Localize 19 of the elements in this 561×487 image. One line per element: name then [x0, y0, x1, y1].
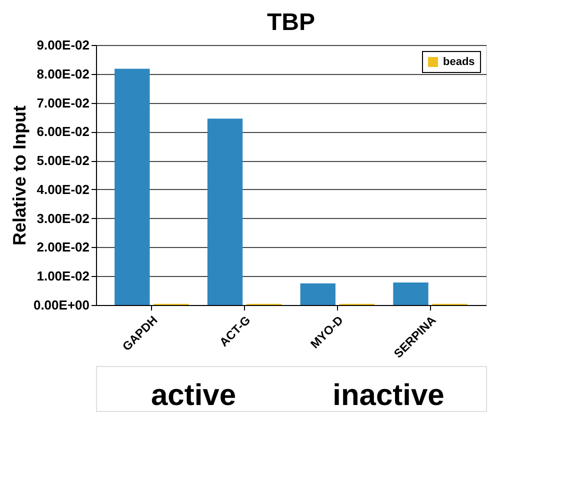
y-tick-label: 8.00E-02	[36, 66, 90, 82]
bar	[114, 68, 150, 305]
chart-title: TBP	[267, 9, 315, 36]
y-tick-label: 9.00E-02	[36, 38, 90, 52]
bar	[393, 282, 428, 305]
bar	[207, 118, 243, 305]
legend-label: beads	[443, 56, 475, 68]
y-tick-label: 5.00E-02	[36, 153, 90, 168]
y-tick-label: 4.00E-02	[36, 182, 90, 197]
text: active	[150, 379, 236, 412]
bar	[300, 283, 336, 305]
y-tick-label: 0.00E+00	[33, 298, 90, 312]
y-tick-label: 1.00E-02	[36, 268, 90, 284]
text: inactive	[332, 379, 444, 412]
y-tick-label: 6.00E-02	[36, 124, 90, 140]
y-axis-title: Relative to Input	[9, 105, 30, 246]
y-tick-label: 3.00E-02	[36, 210, 90, 226]
y-tick-label: 2.00E-02	[36, 240, 90, 255]
y-tick-label: 7.00E-02	[36, 95, 90, 110]
